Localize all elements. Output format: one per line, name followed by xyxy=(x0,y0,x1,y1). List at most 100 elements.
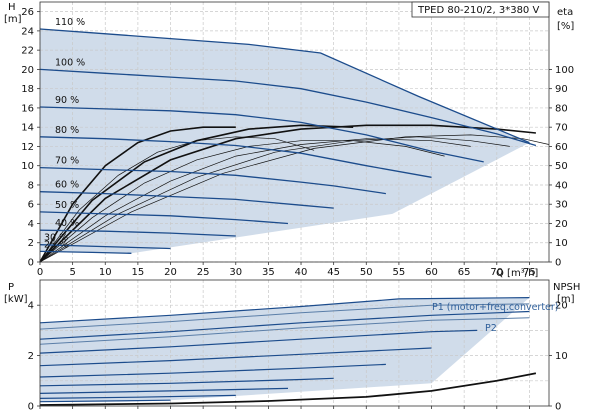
speed-curve xyxy=(39,191,334,209)
power-y-axis-label-unit: [kW] xyxy=(4,294,28,305)
eta-tick-label: 60 xyxy=(555,142,568,153)
head-y-tick-label: 26 xyxy=(21,7,34,18)
speed-curve-label: 60 % xyxy=(55,180,79,191)
head-ticks-layer: 0 5 10 15 20 25 30 35 40 45 50 55 60 65 70 750246810121… xyxy=(21,7,574,278)
head-y-tick-label: 6 xyxy=(28,200,34,211)
head-y-tick-label: 4 xyxy=(28,219,34,230)
eta-tick-label: 20 xyxy=(555,219,568,230)
legend-p1-label: P1 (motor+freq.converter) xyxy=(432,302,559,313)
npsh-tick-label: 0 xyxy=(555,402,561,413)
p1-curve xyxy=(39,329,478,354)
power-y-tick-label: 2 xyxy=(28,351,34,362)
head-speed-curves-layer xyxy=(39,28,537,254)
speed-curve xyxy=(39,229,236,237)
eta-tick-label: 80 xyxy=(555,103,568,114)
speed-curve-label: 70 % xyxy=(55,156,79,167)
head-y-tick-label: 16 xyxy=(21,103,34,114)
p2-curve xyxy=(39,303,530,330)
speed-curve-label: 110 % xyxy=(55,17,85,28)
speed-curve-label: 40 % xyxy=(55,218,79,229)
eta-curve xyxy=(39,136,510,263)
x-tick-label: 65 xyxy=(458,267,471,278)
head-chart: 110 %100 %90 %80 %70 %60 %50 %40 %30 %25… xyxy=(4,1,574,279)
head-y-tick-label: 18 xyxy=(21,84,34,95)
eta-axis-label: eta xyxy=(557,7,573,18)
eta-tick-label: 40 xyxy=(555,180,568,191)
eta-curve xyxy=(39,126,236,263)
chart-title-box: TPED 80-210/2, 3*380 V xyxy=(411,1,550,18)
x-tick-label: 10 xyxy=(99,267,112,278)
eta-curve xyxy=(39,136,315,263)
p1-curve xyxy=(39,399,171,403)
speed-curve xyxy=(39,166,386,195)
x-tick-label: 40 xyxy=(295,267,308,278)
head-operating-envelope xyxy=(40,29,530,254)
p1-curve xyxy=(39,297,530,324)
x-tick-label: 55 xyxy=(393,267,406,278)
head-eta-curves-layer xyxy=(39,124,550,263)
speed-curve-label: 50 % xyxy=(55,200,79,211)
speed-curve-label: 80 % xyxy=(55,125,79,136)
x-tick-label: 25 xyxy=(197,267,210,278)
power-chart: 0 2 4 0 10 20 P [kW] NPSH [m] P1 (motor+freq.… xyxy=(4,279,580,413)
head-envelope-layer xyxy=(40,29,530,254)
eta-tick-label: 0 xyxy=(555,258,561,269)
p1-curve xyxy=(39,394,236,399)
speed-curve-label: 25 % xyxy=(44,239,68,250)
speed-curve xyxy=(39,250,132,254)
x-tick-label: 45 xyxy=(327,267,340,278)
x-axis-label: Q [m³/h] xyxy=(496,268,538,279)
p1-curve xyxy=(39,377,334,387)
p1-curve xyxy=(39,387,289,394)
speed-curve-label: 90 % xyxy=(55,95,79,106)
eta-tick-label: 10 xyxy=(555,238,568,249)
speed-curve-label: 30 % xyxy=(44,233,68,244)
eta-axis-label-unit: [%] xyxy=(557,21,574,32)
head-y-tick-label: 0 xyxy=(28,258,34,269)
head-y-tick-label: 12 xyxy=(21,142,34,153)
power-ticks-layer: 0 2 4 0 10 20 xyxy=(28,301,568,413)
legend-p2-label: P2 xyxy=(485,323,497,334)
eta-tick-label: 90 xyxy=(555,84,568,95)
head-y-tick-label: 24 xyxy=(21,26,34,37)
x-tick-label: 75 xyxy=(523,267,536,278)
speed-curve xyxy=(39,68,537,147)
head-y-tick-label: 8 xyxy=(28,180,34,191)
eta-tick-label: 30 xyxy=(555,200,568,211)
speed-curve xyxy=(39,28,530,144)
x-tick-label: 35 xyxy=(262,267,275,278)
head-y-tick-label: 10 xyxy=(21,161,34,172)
power-y-axis-label-p: P xyxy=(8,282,14,293)
x-tick-label: 70 xyxy=(490,267,503,278)
x-tick-label: 15 xyxy=(132,267,145,278)
head-y-axis-label-unit: [m] xyxy=(4,14,22,25)
p1-curve xyxy=(39,363,386,378)
head-y-tick-label: 14 xyxy=(21,123,34,134)
x-tick-label: 20 xyxy=(164,267,177,278)
power-plot-frame xyxy=(39,279,550,407)
head-y-tick-label: 22 xyxy=(21,46,34,57)
head-y-tick-label: 20 xyxy=(21,65,34,76)
p1-curve xyxy=(39,310,530,340)
npsh-tick-label: 10 xyxy=(555,351,568,362)
speed-curve-label: 100 % xyxy=(55,57,85,68)
power-envelope-layer xyxy=(40,297,530,402)
eta-tick-label: 50 xyxy=(555,161,568,172)
x-tick-label: 5 xyxy=(69,267,75,278)
x-tick-label: 50 xyxy=(360,267,373,278)
speed-curve xyxy=(39,136,432,178)
npsh-axis-label: NPSH xyxy=(553,282,580,293)
npsh-axis-label-unit: [m] xyxy=(557,294,575,305)
p2-curve xyxy=(39,317,530,345)
x-tick-label: 0 xyxy=(37,267,43,278)
power-y-tick-label: 4 xyxy=(28,301,34,312)
power-curves-layer xyxy=(39,297,537,406)
x-tick-label: 30 xyxy=(229,267,242,278)
head-speed-labels-layer: 110 % 100 % 90 % 80 % 70 % 60 % 50 % 40 % 30 %25… xyxy=(44,17,85,250)
eta-tick-label: 100 xyxy=(555,65,574,76)
eta-curve xyxy=(39,134,550,263)
eta-curve xyxy=(39,138,471,263)
eta-tick-label: 70 xyxy=(555,123,568,134)
x-tick-label: 60 xyxy=(425,267,438,278)
